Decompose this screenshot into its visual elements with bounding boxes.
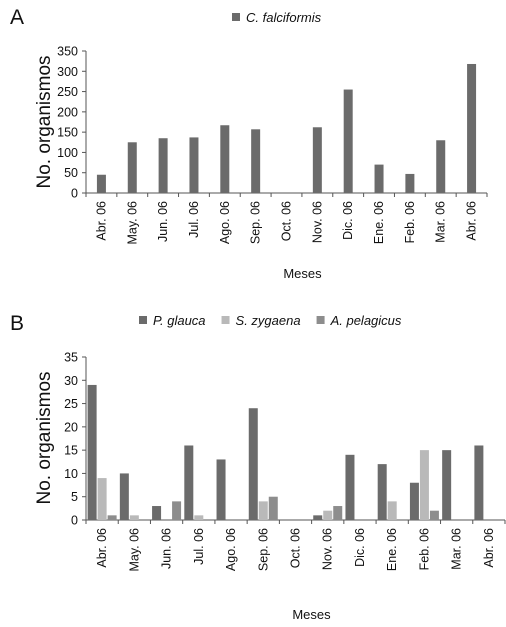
panel-a-x-tick-label: Mar. 06 [434, 201, 448, 243]
panel-b-x-tick-label: Abr. 06 [95, 528, 109, 568]
panel-a-bar [251, 129, 261, 193]
panel-b-bar [97, 478, 107, 520]
panel-a-x-tick-label: Ago. 06 [218, 201, 232, 244]
panel-b-x-tick-label: Nov. 06 [321, 528, 335, 570]
panel-a-x-tick-label: Ene. 06 [372, 201, 386, 244]
panel-a-x-tick-label: Jun. 06 [156, 201, 170, 242]
panel-a-x-tick-label: Jul. 06 [187, 201, 201, 238]
panel-b-bar [345, 454, 355, 520]
panel-a-x-tick-label: Sep. 06 [249, 201, 263, 244]
panel-a-x-tick-label: Nov. 06 [310, 201, 324, 243]
panel-b-y-tick-label: 5 [71, 490, 78, 504]
panel-a-bar [467, 63, 477, 194]
panel-b-chart: B P. glauca S. zygaena A. pelagicus 0 5 10 15 20… [10, 312, 506, 622]
panel-b-y-tick-label: 20 [64, 420, 78, 434]
panel-a-x-tick-label: Feb. 06 [403, 201, 417, 243]
panel-a-bar [220, 125, 230, 193]
panel-b-legend-swatch-2 [316, 316, 325, 324]
panel-b-legend-label-0: P. glauca [153, 313, 206, 328]
panel-b-bar [152, 506, 162, 520]
panel-a-y-tick-label: 300 [57, 65, 78, 79]
panel-b-bar [429, 510, 439, 520]
panel-b-x-tick-label: Mar. 06 [450, 528, 464, 570]
panel-a-x-tick-label: Abr. 06 [94, 201, 108, 241]
panel-a-y-tick-label: 350 [57, 45, 78, 59]
panel-b-x-tick-label: Dic. 06 [353, 528, 367, 567]
panel-a-legend: C. falciformis [232, 10, 322, 25]
panel-b-y-tick-label: 0 [71, 514, 78, 528]
panel-b-x-tick-label: Jun. 06 [160, 528, 174, 569]
panel-a-y-axis-title: No. organismos [34, 55, 55, 188]
panel-b-y-tick-label: 25 [64, 397, 78, 411]
panel-b-bar [119, 473, 129, 520]
panel-b-y-tick-label: 30 [64, 374, 78, 388]
panel-b-legend-label-2: A. pelagicus [330, 313, 402, 328]
panel-b-y-axis-title: No. organismos [34, 371, 55, 504]
panel-a-letter: A [10, 6, 24, 29]
panel-b-bar [419, 450, 429, 520]
panel-b-y-tick-label: 10 [64, 467, 78, 481]
panel-b-x-axis-title: Meses [292, 607, 331, 622]
panel-b-bar [442, 450, 452, 520]
panel-a-y-tick-label: 250 [57, 85, 78, 99]
panel-a-x-tick-label: Oct. 06 [280, 201, 294, 241]
panel-a-legend-label-0: C. falciformis [246, 10, 322, 25]
panel-b-letter: B [10, 312, 24, 335]
panel-b-y-tick-label: 15 [64, 444, 78, 458]
panel-b-bar [129, 515, 139, 520]
panel-a-y-tick-label: 200 [57, 105, 78, 119]
panel-b-x-tick-label: Jul. 06 [192, 528, 206, 565]
panel-a-bar [343, 89, 353, 193]
panel-a-x-tick-label: May. 06 [125, 201, 139, 245]
panel-a-y-tick-label: 100 [57, 146, 78, 160]
panel-b-legend: P. glauca S. zygaena A. pelagicus [139, 313, 402, 328]
panel-a-x-axis-title: Meses [283, 266, 322, 281]
panel-b-bar [333, 506, 343, 520]
panel-a-y-tick-label: 150 [57, 126, 78, 140]
panel-a-x-tick-label: Abr. 06 [465, 201, 479, 241]
panel-b-bar [216, 459, 226, 520]
panel-b-bar [258, 501, 268, 520]
panel-a-bar [158, 138, 168, 193]
panel-b-bar [172, 501, 182, 520]
panel-b-bar [87, 384, 97, 520]
panel-b-x-tick-label: Oct. 06 [289, 528, 303, 568]
panel-b-bar [194, 515, 204, 520]
panel-a-bar [374, 164, 384, 193]
panel-a-y-tick-label: 50 [64, 166, 78, 180]
panel-b-bar [107, 515, 117, 520]
panel-b-bar [248, 408, 258, 520]
panel-b-legend-swatch-1 [221, 316, 230, 324]
panel-b-x-tick-label: Sep. 06 [256, 528, 270, 571]
panel-a-chart: A C. falciformis 0 50 100 150 200 250 300 350 Abr.… [10, 6, 488, 281]
panel-b-x-tick-label: Feb. 06 [417, 528, 431, 570]
panel-b-bar [268, 496, 278, 520]
panel-b-x-tick-label: Ago. 06 [224, 528, 238, 571]
panel-b-bar [323, 510, 333, 520]
panel-a-bar [312, 127, 322, 193]
panel-b-bar [184, 445, 194, 520]
panel-a-bar [189, 137, 199, 193]
panel-a-bar [436, 140, 446, 193]
panel-b-bar [409, 482, 419, 520]
panel-b-legend-swatch-0 [139, 316, 147, 324]
panel-b-legend-label-1: S. zygaena [236, 313, 301, 328]
panel-a-x-tick-label: Dic. 06 [341, 201, 355, 240]
panel-b-bar [474, 445, 484, 520]
panel-a-y-tick-label: 0 [71, 187, 78, 201]
panel-a-bar [405, 173, 415, 193]
panel-a-bar [127, 142, 137, 193]
panel-b-x-tick-label: Ene. 06 [385, 528, 399, 571]
panel-b-x-tick-label: Abr. 06 [482, 528, 496, 568]
panel-b-bar [313, 515, 323, 520]
panel-a-legend-swatch-0 [232, 13, 240, 21]
panel-b-y-tick-label: 35 [64, 351, 78, 365]
panel-b-bar [377, 464, 387, 520]
panel-b-x-tick-label: May. 06 [127, 528, 141, 572]
panel-a-bar [96, 174, 106, 193]
panel-b-bar [387, 501, 397, 520]
